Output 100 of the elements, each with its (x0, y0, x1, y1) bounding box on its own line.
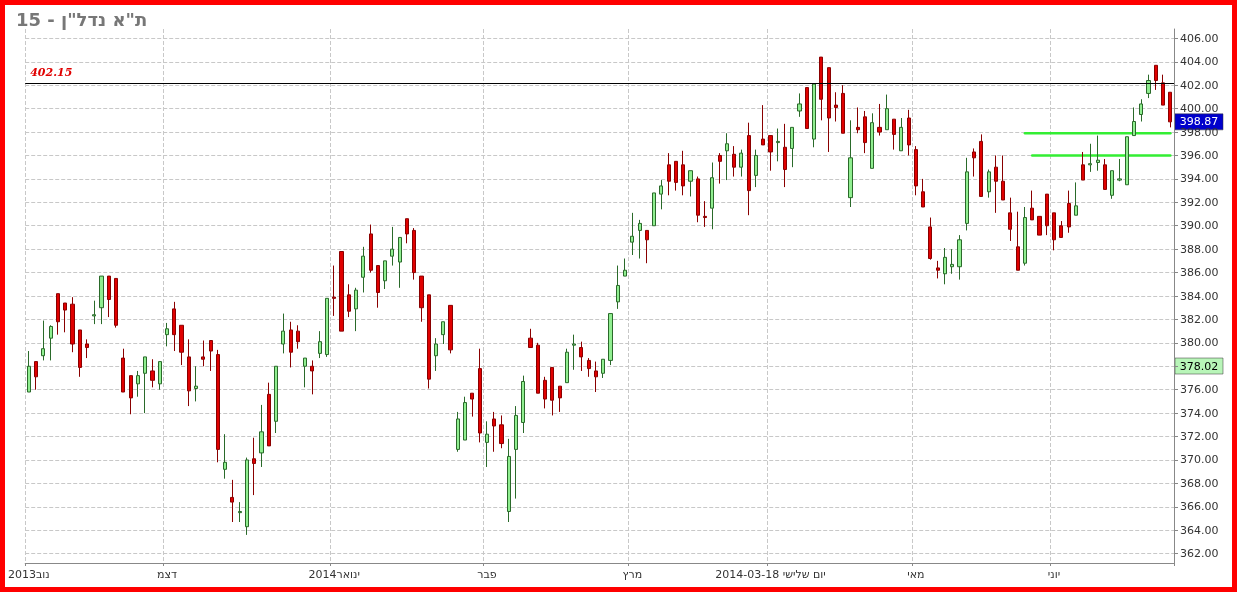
candlestick (514, 405, 518, 500)
y-tick-label: 392.00 (1180, 195, 1219, 209)
candlestick (158, 361, 162, 391)
text: 398.87 (1179, 115, 1219, 129)
candlestick (267, 382, 271, 447)
y-tick-label: 390.00 (1180, 219, 1219, 233)
y-tick-label: 366.00 (1180, 500, 1219, 514)
candlestick (99, 275, 104, 325)
candlestick (914, 145, 918, 196)
candlestick (725, 132, 729, 181)
candlestick (230, 479, 234, 523)
candlestick (1081, 151, 1085, 181)
candlestick (1088, 143, 1092, 173)
candlestick (194, 365, 198, 402)
candlestick (1139, 98, 1143, 123)
candlestick (303, 357, 307, 388)
candlestick (987, 169, 991, 199)
y-tick-label: 404.00 (1180, 55, 1219, 69)
candlestick (812, 83, 816, 148)
candlestick (390, 226, 394, 267)
candlestick (216, 349, 220, 463)
candlestick (369, 224, 373, 274)
candlestick (383, 260, 387, 290)
candlestick (688, 170, 693, 197)
candlestick (1023, 206, 1027, 267)
candlestick (754, 149, 758, 188)
candlestick (201, 340, 205, 367)
candlestick (536, 342, 540, 394)
candlestick (739, 149, 743, 178)
candlestick (92, 300, 96, 325)
y-tick-label: 374.00 (1180, 406, 1219, 420)
y-tick-label: 362.00 (1180, 547, 1219, 561)
candlestick (1016, 211, 1020, 271)
candlestick (819, 56, 823, 121)
candlestick (85, 338, 89, 359)
candlestick (1037, 215, 1042, 236)
candlestick (49, 324, 53, 361)
candlestick (841, 84, 845, 134)
chart-title: ת"א נדל"ן - 15 (16, 8, 148, 30)
candlestick (492, 411, 496, 453)
candlestick (776, 128, 780, 162)
candlestick (1045, 193, 1049, 236)
candlestick (318, 330, 322, 359)
candlestick (41, 320, 45, 361)
candlestick (696, 176, 700, 223)
candlestick (448, 304, 453, 354)
candlestick (848, 119, 853, 208)
candlestick (485, 420, 489, 468)
candlestick (310, 359, 314, 395)
candlestick (768, 135, 773, 172)
candlestick (616, 265, 620, 310)
y-tick-label: 382.00 (1180, 312, 1219, 326)
candlestick (274, 365, 278, 434)
candlestick (863, 110, 867, 154)
candlestick (427, 294, 431, 390)
candlestick (659, 179, 663, 210)
candlestick (550, 366, 554, 416)
candlestick (856, 106, 860, 134)
candlestick (652, 192, 656, 227)
x-tick-label: נוב2013 (7, 568, 50, 581)
candlestick (463, 396, 467, 441)
candlestick (245, 457, 249, 536)
candlestick (354, 287, 358, 332)
candlestick (1067, 190, 1071, 234)
candlestick (528, 328, 533, 349)
candlestick (507, 438, 511, 523)
candlestick (289, 321, 293, 368)
candlestick (827, 67, 831, 153)
candlestick (805, 87, 809, 130)
y-tick-label: 386.00 (1180, 266, 1219, 280)
y-tick-label: 368.00 (1180, 476, 1219, 490)
candlestick (114, 277, 118, 329)
candlestick (1030, 190, 1034, 221)
candlestick (579, 341, 583, 372)
candlestick (834, 91, 838, 123)
candlestick (441, 321, 445, 345)
candlestick (1168, 91, 1172, 128)
x-tick-label: 2014-03-18 יום שלישי (715, 568, 826, 581)
candlestick (347, 283, 351, 318)
candlestick (339, 251, 344, 332)
candlestick (376, 265, 380, 309)
candlestick (601, 358, 605, 379)
candlestick (732, 145, 736, 178)
candlestick (921, 178, 925, 208)
candlestick (1052, 212, 1056, 251)
candlestick (1059, 220, 1063, 238)
candlestick (70, 296, 75, 353)
x-tick-label: מרץ (622, 568, 643, 581)
candlestick (136, 370, 140, 398)
candlestick (783, 123, 787, 188)
y-tick-label: 396.00 (1180, 148, 1219, 162)
candlestick (790, 126, 794, 168)
candlestick (667, 152, 671, 196)
candlestick (797, 92, 802, 118)
candlestick (78, 329, 82, 378)
ref-line-label: 402.15 (30, 66, 73, 80)
y-tick-label: 388.00 (1180, 242, 1219, 256)
candlestick (608, 313, 613, 366)
candlestick (885, 94, 889, 131)
candlestick (434, 337, 438, 372)
